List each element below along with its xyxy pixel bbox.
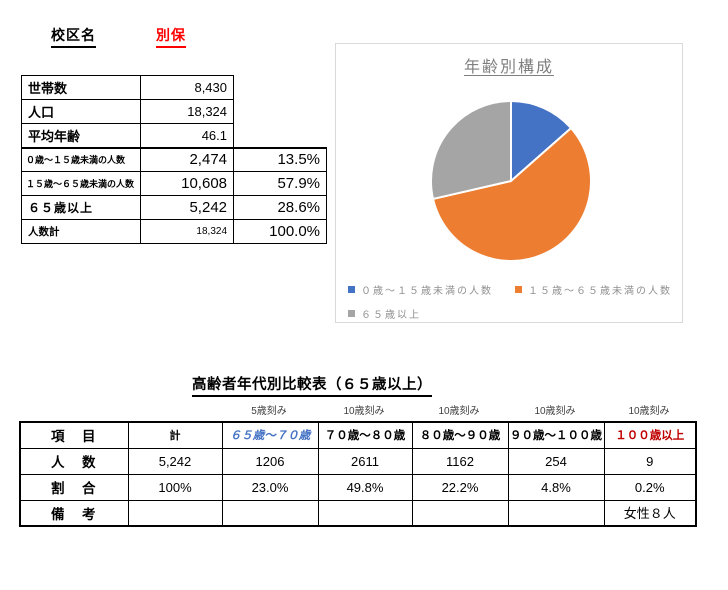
notes-row-header: 備 考	[19, 499, 129, 527]
count-total: 5,242	[127, 447, 223, 475]
table-row: 人数計 18,324 100.0%	[20, 219, 328, 244]
table-row: ０歳～１５歳未満の人数 2,474 13.5%	[20, 146, 328, 172]
pie-slice	[430, 100, 512, 200]
summary-table: 世帯数 8,430 人口 18,324 平均年齢 46.1 ０歳～１５歳未満の人…	[20, 75, 328, 244]
total-header: 計	[127, 421, 223, 449]
legend-label: １５歳～６５歳未満の人数	[528, 286, 672, 297]
interval-label: 10歳刻み	[534, 406, 576, 417]
age15-65-value: 10,608	[140, 171, 235, 196]
col-100-header: １００歳以上	[603, 421, 697, 449]
chart-legend: ０歳～１５歳未満の人数 １５歳～６５歳未満の人数 ６５歳以上	[348, 282, 678, 330]
age15-65-percent: 57.9%	[233, 171, 328, 196]
population-label: 人口	[20, 99, 142, 124]
count-cell: 1162	[411, 447, 509, 475]
interval-labels: 5歳刻み 10歳刻み 10歳刻み 10歳刻み 10歳刻み	[0, 402, 728, 417]
table-row: １５歳～６５歳未満の人数 10,608 57.9%	[20, 171, 328, 196]
legend-label: ６５歳以上	[361, 310, 421, 321]
age0-15-percent: 13.5%	[233, 146, 328, 172]
col-80-90-header: ８０歳～９０歳	[411, 421, 509, 449]
pie-chart	[430, 100, 593, 262]
table-row: 人口 18,324	[20, 99, 327, 124]
notes-total	[127, 499, 223, 527]
age15-65-label: １５歳～６５歳未満の人数	[20, 171, 142, 196]
avg-age-value: 46.1	[140, 123, 235, 148]
ratio-total: 100%	[127, 473, 223, 501]
table-row: 項 目 計 ６５歳～７０歳 ７０歳～８０歳 ８０歳～９０歳 ９０歳～１００歳 １…	[19, 421, 697, 449]
notes-cell	[411, 499, 509, 527]
pie-slice	[432, 127, 593, 262]
notes-cell: 女性８人	[603, 499, 697, 527]
ratio-cell: 23.0%	[221, 473, 319, 501]
count-row-header: 人 数	[19, 447, 129, 475]
col-90-100-header: ９０歳～１００歳	[507, 421, 605, 449]
ratio-row-header: 割 合	[19, 473, 129, 501]
total-value: 18,324	[140, 219, 235, 244]
households-value: 8,430	[140, 75, 235, 100]
count-cell: 2611	[317, 447, 413, 475]
legend-swatch-gray	[348, 310, 355, 317]
district-name: 別保	[156, 25, 186, 48]
legend-item: ０歳～１５歳未満の人数	[348, 282, 493, 297]
district-label: 校区名	[51, 25, 96, 48]
age65-percent: 28.6%	[233, 195, 328, 220]
age-composition-chart-card: 年齢別構成 ０歳～１５歳未満の人数 １５歳～６５歳未満の人数 ６５歳以上	[335, 43, 683, 323]
count-cell: 9	[603, 447, 697, 475]
spacer-cell	[234, 76, 327, 100]
legend-row: ６５歳以上	[348, 306, 678, 321]
comparison-table-title: 高齢者年代別比較表（６５歳以上）	[192, 373, 432, 397]
item-header: 項 目	[19, 421, 129, 449]
spacer-cell	[234, 100, 327, 124]
ratio-cell: 4.8%	[507, 473, 605, 501]
households-label: 世帯数	[20, 75, 142, 100]
population-value: 18,324	[140, 99, 235, 124]
age65-label: ６５歳以上	[20, 195, 142, 220]
count-cell: 254	[507, 447, 605, 475]
total-label: 人数計	[20, 219, 142, 244]
table-row: 平均年齢 46.1	[20, 123, 327, 148]
total-percent: 100.0%	[233, 219, 328, 244]
age0-15-label: ０歳～１５歳未満の人数	[20, 146, 142, 172]
notes-cell	[317, 499, 413, 527]
count-cell: 1206	[221, 447, 319, 475]
table-row: ６５歳以上 5,242 28.6%	[20, 195, 328, 220]
interval-label: 5歳刻み	[251, 406, 287, 417]
chart-title: 年齢別構成	[463, 59, 554, 76]
interval-label: 10歳刻み	[438, 406, 480, 417]
table-row: 世帯数 8,430	[20, 75, 327, 100]
ratio-cell: 0.2%	[603, 473, 697, 501]
avg-age-label: 平均年齢	[20, 123, 142, 148]
interval-label: 10歳刻み	[628, 406, 670, 417]
spacer-cell	[234, 124, 327, 148]
legend-label: ０歳～１５歳未満の人数	[361, 286, 493, 297]
interval-label: 10歳刻み	[343, 406, 385, 417]
table-row: 割 合 100% 23.0% 49.8% 22.2% 4.8% 0.2%	[19, 473, 697, 501]
legend-item: １５歳～６５歳未満の人数	[515, 282, 672, 297]
notes-cell	[221, 499, 319, 527]
age65-value: 5,242	[140, 195, 235, 220]
legend-item: ６５歳以上	[348, 306, 421, 321]
table-row: 人 数 5,242 1206 2611 1162 254 9	[19, 447, 697, 475]
comparison-table: 項 目 計 ６５歳～７０歳 ７０歳～８０歳 ８０歳～９０歳 ９０歳～１００歳 １…	[19, 421, 697, 527]
legend-swatch-orange	[515, 286, 522, 293]
pie-slice	[510, 100, 573, 182]
age0-15-value: 2,474	[140, 146, 235, 172]
ratio-cell: 49.8%	[317, 473, 413, 501]
legend-row: ０歳～１５歳未満の人数 １５歳～６５歳未満の人数	[348, 282, 678, 297]
legend-swatch-blue	[348, 286, 355, 293]
ratio-cell: 22.2%	[411, 473, 509, 501]
col-65-70-header: ６５歳～７０歳	[221, 421, 319, 449]
table-row: 備 考 女性８人	[19, 499, 697, 527]
col-70-80-header: ７０歳～８０歳	[317, 421, 413, 449]
notes-cell	[507, 499, 605, 527]
